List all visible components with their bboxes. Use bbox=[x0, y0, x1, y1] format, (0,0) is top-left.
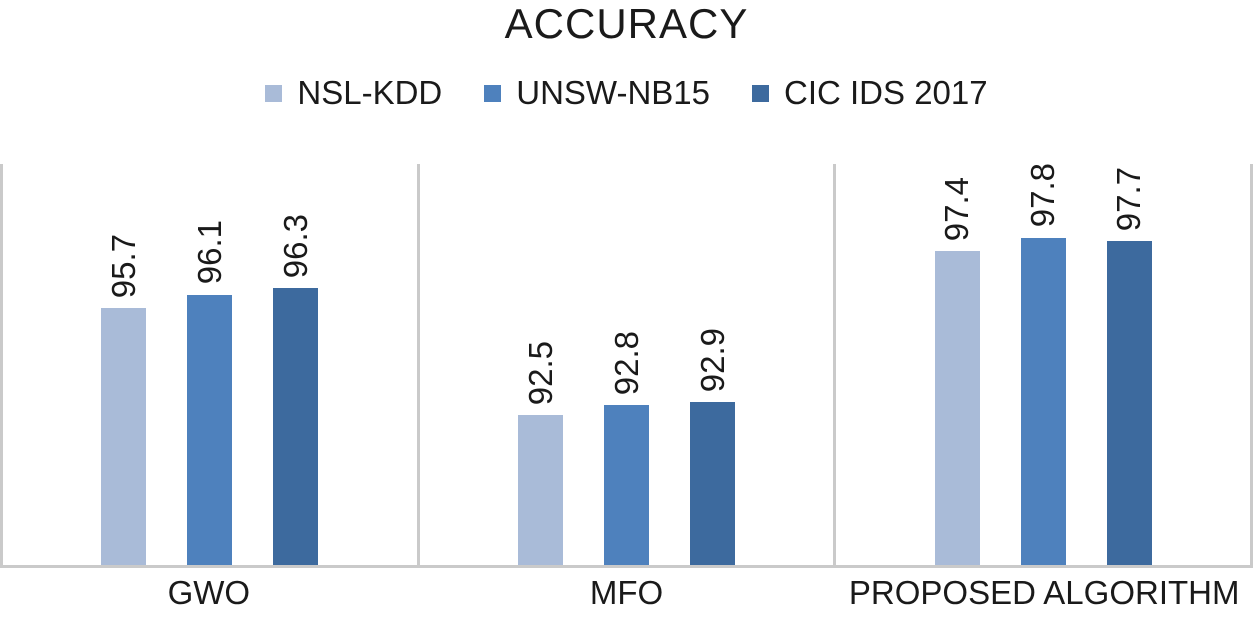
bar-column: 92.5 bbox=[518, 164, 563, 566]
bar-column: 97.7 bbox=[1106, 164, 1152, 566]
bar bbox=[101, 308, 147, 566]
bar-value-label: 92.9 bbox=[693, 327, 731, 392]
bar-value-label: 97.7 bbox=[1110, 166, 1148, 231]
bar-group-gwo: 95.7 96.1 96.3 bbox=[0, 164, 417, 566]
chart-legend: NSL-KDD UNSW-NB15 CIC IDS 2017 bbox=[0, 72, 1253, 114]
legend-label: NSL-KDD bbox=[297, 74, 443, 111]
bar bbox=[690, 401, 735, 566]
chart-title: ACCURACY bbox=[504, 0, 749, 47]
x-axis-line bbox=[0, 565, 1253, 568]
legend-swatch-icon bbox=[752, 84, 770, 102]
category-label-gwo: GWO bbox=[167, 574, 251, 611]
category-axis-labels: GWO MFO PROPOSED ALGORITHM bbox=[0, 574, 1253, 611]
bar-column: 96.1 bbox=[187, 164, 233, 566]
legend-item-cic-ids-2017: CIC IDS 2017 bbox=[752, 74, 988, 112]
bar bbox=[1106, 241, 1152, 566]
legend-label: CIC IDS 2017 bbox=[784, 74, 988, 111]
bar-column: 97.4 bbox=[934, 164, 980, 566]
legend-swatch-icon bbox=[265, 84, 283, 102]
bar bbox=[518, 415, 563, 566]
bar-group-proposed-algorithm: 97.4 97.8 97.7 bbox=[833, 163, 1253, 566]
bar-column: 95.7 bbox=[101, 164, 147, 566]
bar-value-label: 97.4 bbox=[938, 176, 976, 242]
bar bbox=[604, 405, 649, 566]
bar-group-mfo: 92.5 92.8 92.9 bbox=[416, 164, 834, 566]
bar-value-label: 96.1 bbox=[190, 220, 228, 285]
plot-area: 95.7 96.1 96.3 92.5 92.8 92.9 97.4 97.8 97.7 bbox=[0, 163, 1253, 566]
legend-item-unsw-nb15: UNSW-NB15 bbox=[484, 74, 710, 112]
bar-column: 92.8 bbox=[604, 164, 649, 566]
bar bbox=[273, 288, 319, 566]
bar bbox=[187, 294, 233, 566]
bar-value-label: 96.3 bbox=[276, 213, 314, 278]
legend-swatch-icon bbox=[484, 84, 502, 102]
bar-column: 97.8 bbox=[1020, 163, 1066, 566]
bar-column: 92.9 bbox=[690, 164, 735, 566]
category-label-proposed-algorithm: PROPOSED ALGORITHM bbox=[848, 574, 1240, 611]
bar-value-label: 92.8 bbox=[607, 330, 645, 396]
bar bbox=[1020, 237, 1066, 566]
category-label-mfo: MFO bbox=[589, 574, 664, 611]
bar-column: 96.3 bbox=[273, 164, 319, 566]
bar-value-label: 95.7 bbox=[104, 233, 142, 298]
legend-item-nsl-kdd: NSL-KDD bbox=[265, 74, 442, 112]
bar-value-label: 92.5 bbox=[521, 340, 559, 406]
legend-label: UNSW-NB15 bbox=[516, 74, 711, 111]
bar bbox=[934, 251, 980, 566]
bar-value-label: 97.8 bbox=[1024, 163, 1062, 228]
